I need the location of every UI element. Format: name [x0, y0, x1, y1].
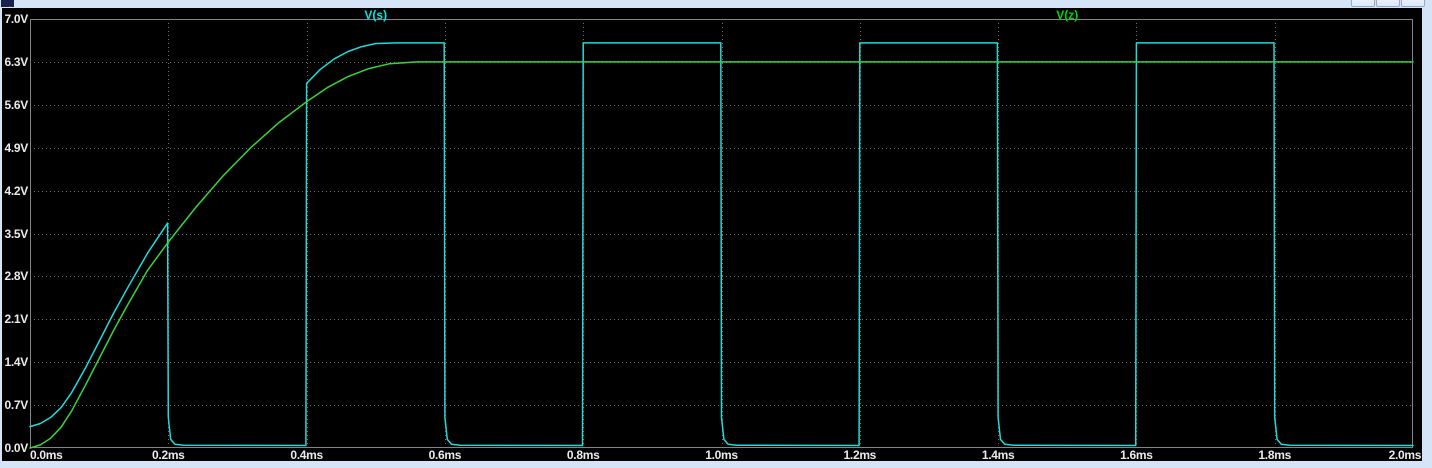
x-axis-tick-label: 1.4ms — [981, 448, 1015, 462]
y-axis-tick-label: 5.6V — [4, 97, 29, 112]
x-axis-tick-label: 0.6ms — [428, 448, 462, 462]
x-axis-tick-label: 0.8ms — [566, 448, 600, 462]
y-axis-tick-label: 2.8V — [4, 269, 29, 284]
y-axis-tick-label: 4.2V — [4, 183, 29, 198]
y-axis-tick-label: 0.0V — [4, 441, 29, 455]
x-axis-tick-label: 0.4ms — [290, 448, 323, 462]
y-axis-tick-label: 1.4V — [4, 355, 29, 370]
maximize-button[interactable] — [1376, 0, 1400, 7]
close-button[interactable] — [1401, 0, 1425, 7]
y-axis-tick-label: 0.7V — [4, 398, 29, 413]
waveform-window-icon[interactable] — [1, 0, 14, 7]
x-axis-tick-label: 1.0ms — [705, 448, 738, 462]
legend-item-V(s)[interactable]: V(s) — [364, 8, 388, 22]
x-axis-tick-label: 0.2ms — [152, 448, 185, 462]
x-axis-tick-label: 2.0ms — [1388, 448, 1422, 462]
y-axis-tick-label: 6.3V — [4, 54, 29, 69]
plot-canvas[interactable] — [30, 19, 1413, 448]
x-axis-tick-label: 1.6ms — [1120, 448, 1153, 462]
y-axis-tick-label: 7.0V — [4, 12, 29, 26]
minimize-button[interactable] — [1351, 0, 1375, 7]
x-axis-tick-label: 1.2ms — [843, 448, 877, 462]
legend-item-V(z)[interactable]: V(z) — [1056, 8, 1079, 22]
x-axis-tick-label: 1.8ms — [1258, 448, 1291, 462]
y-axis-tick-label: 4.9V — [4, 140, 29, 155]
y-axis-tick-label: 3.5V — [4, 226, 29, 241]
y-axis-tick-label: 2.1V — [4, 312, 29, 327]
x-axis-tick-label: 0.0ms — [30, 448, 63, 462]
